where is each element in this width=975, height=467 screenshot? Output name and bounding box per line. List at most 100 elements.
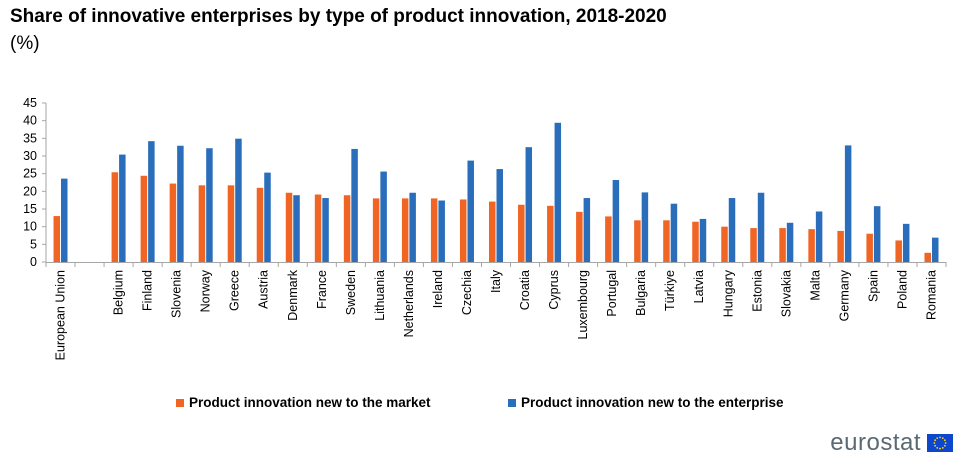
bar-enterprise	[61, 178, 68, 262]
category-label: Spain	[866, 270, 880, 302]
category-label: Ireland	[431, 270, 445, 308]
bar-enterprise	[351, 148, 358, 262]
bar-enterprise	[264, 172, 271, 262]
bar-enterprise	[670, 203, 678, 262]
bar-enterprise	[380, 171, 387, 262]
bar-market	[750, 228, 757, 262]
category-label: Belgium	[112, 270, 126, 315]
bar-market	[343, 195, 351, 262]
y-tick-label: 30	[23, 149, 37, 163]
bar-market	[372, 198, 380, 262]
category-label: Austria	[257, 270, 271, 309]
legend-swatch-enterprise	[508, 398, 516, 407]
eu-flag-icon	[927, 434, 953, 452]
category-label: Estonia	[750, 270, 764, 312]
bar-enterprise	[699, 218, 707, 262]
bar-enterprise	[815, 211, 823, 262]
category-label: Romania	[924, 270, 938, 320]
bar-market	[198, 185, 206, 262]
category-label: Greece	[228, 270, 242, 311]
bar-market	[140, 175, 148, 262]
bar-enterprise	[467, 160, 474, 262]
bar-enterprise	[438, 200, 445, 262]
category-label: Cyprus	[547, 270, 561, 310]
bar-enterprise	[293, 195, 300, 262]
category-label: Denmark	[286, 269, 300, 320]
bar-enterprise	[786, 222, 794, 262]
bar-enterprise	[554, 122, 562, 262]
bar-market	[256, 187, 264, 262]
category-label: Italy	[489, 269, 503, 293]
bar-market	[430, 198, 438, 262]
y-tick-label: 0	[30, 255, 37, 269]
y-tick-label: 45	[23, 96, 37, 110]
category-label: Malta	[808, 270, 822, 301]
category-label: Luxembourg	[576, 270, 590, 340]
bar-enterprise	[322, 198, 329, 262]
chart-title: Share of innovative enterprises by type …	[10, 6, 667, 27]
legend-item-enterprise: Product innovation new to the enterprise	[508, 395, 784, 410]
bar-enterprise	[496, 169, 503, 262]
bar-enterprise	[148, 141, 155, 262]
bar-market	[779, 228, 786, 262]
category-label: Czechia	[460, 270, 474, 315]
category-label: Germany	[837, 269, 851, 321]
category-label: European Union	[54, 270, 68, 360]
bar-enterprise	[728, 198, 736, 262]
bar-market	[663, 220, 670, 262]
bar-market	[111, 172, 119, 262]
bar-market	[547, 205, 554, 262]
bar-market	[518, 204, 525, 262]
legend-label-market: Product innovation new to the market	[189, 395, 431, 410]
bar-market	[721, 226, 728, 262]
bar-enterprise	[177, 145, 184, 262]
bar-enterprise	[206, 148, 213, 262]
logo-text: eurostat	[830, 429, 921, 456]
bar-enterprise	[844, 145, 852, 262]
bar-market	[401, 198, 409, 262]
category-label: Slovakia	[779, 270, 793, 317]
bar-market	[169, 183, 177, 262]
category-label: Croatia	[518, 270, 532, 310]
bar-market	[692, 221, 699, 262]
bar-enterprise	[583, 198, 591, 262]
bar-enterprise	[641, 192, 649, 262]
y-tick-label: 20	[23, 184, 37, 198]
category-label: Slovenia	[170, 270, 184, 318]
bar-enterprise	[902, 223, 910, 262]
bar-market	[489, 201, 496, 262]
bar-market	[866, 233, 873, 262]
bar-market	[924, 252, 931, 262]
bar-market	[634, 220, 641, 262]
y-tick-label: 40	[23, 114, 37, 128]
category-label: France	[315, 270, 329, 309]
bar-enterprise	[409, 192, 416, 262]
category-label: Lithuania	[373, 270, 387, 321]
category-label: Sweden	[344, 270, 358, 315]
y-tick-label: 10	[23, 220, 37, 234]
category-label: Portugal	[605, 270, 619, 317]
bar-enterprise	[757, 192, 765, 262]
category-label: Netherlands	[402, 270, 416, 337]
category-label: Hungary	[721, 269, 735, 317]
category-label: Norway	[199, 269, 213, 312]
category-label: Latvia	[692, 270, 706, 303]
bar-enterprise	[525, 147, 533, 262]
bar-market	[895, 240, 902, 262]
bar-market	[285, 192, 293, 262]
eurostat-logo: eurostat	[830, 429, 953, 457]
bar-enterprise	[235, 138, 242, 262]
y-tick-label: 25	[23, 167, 37, 181]
bar-enterprise	[931, 237, 939, 262]
chart-subtitle: (%)	[10, 33, 40, 54]
legend-swatch-market	[176, 398, 184, 407]
bar-market	[53, 216, 61, 262]
category-label: Poland	[895, 270, 909, 309]
bar-enterprise	[873, 206, 881, 262]
bar-enterprise	[612, 180, 620, 262]
category-label: Türkiye	[663, 270, 677, 311]
bar-market	[837, 230, 844, 262]
category-label: Finland	[141, 270, 155, 311]
bar-market	[227, 185, 235, 262]
bar-market	[605, 216, 612, 262]
